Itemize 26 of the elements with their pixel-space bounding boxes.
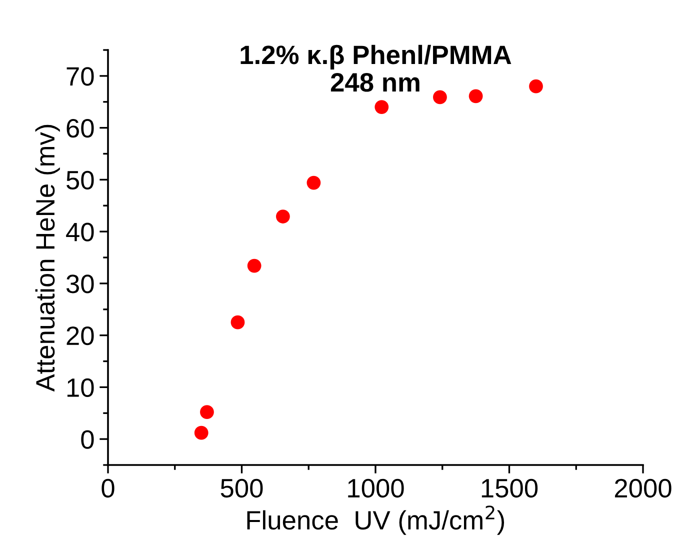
point xyxy=(194,426,208,440)
y-tick-label: 60 xyxy=(66,118,94,138)
x-tick-label: 1000 xyxy=(348,478,404,498)
y-tick-label: 70 xyxy=(66,67,94,86)
y-tick-label: 30 xyxy=(66,274,94,294)
chart-title: 1.2% κ.β Phenl/PMMA 248 nm xyxy=(240,44,512,92)
y-tick-label: 50 xyxy=(66,170,94,190)
point xyxy=(200,405,214,420)
y-tick-label: 0 xyxy=(81,430,94,449)
x-tick-label: 500 xyxy=(220,478,263,498)
x-tick-label: 1500 xyxy=(482,478,538,498)
x-tick-label: 0 xyxy=(102,478,114,498)
x-axis-title: Fluence UV (mJ/cm$^{2}$) xyxy=(247,506,504,535)
point xyxy=(468,89,483,104)
x-tick-label: 2000 xyxy=(614,478,672,498)
point xyxy=(230,315,245,330)
y-axis-title: Attenuation HeNe (mv) xyxy=(35,124,60,392)
point xyxy=(374,100,389,114)
point xyxy=(529,79,543,94)
y-tick-label: 40 xyxy=(66,222,94,242)
y-tick-label: 20 xyxy=(66,326,94,346)
point xyxy=(247,258,262,273)
point xyxy=(276,210,290,224)
point xyxy=(433,90,447,104)
y-tick-label: 10 xyxy=(67,378,94,398)
point xyxy=(306,176,321,190)
